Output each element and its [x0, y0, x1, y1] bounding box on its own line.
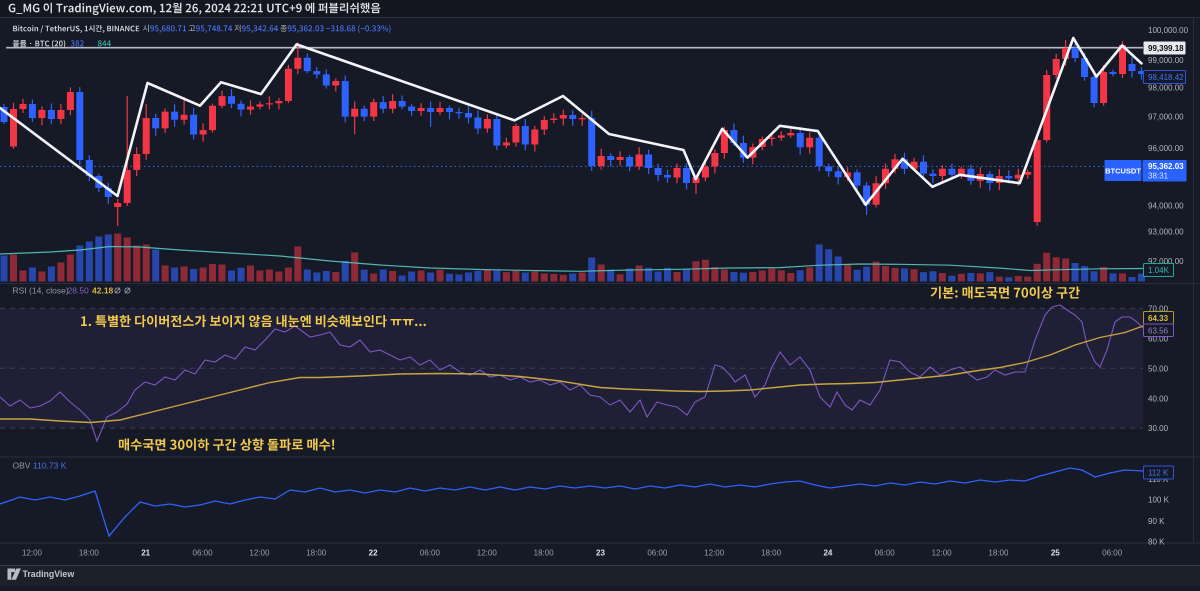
svg-text:18:00: 18:00 [534, 549, 555, 558]
svg-text:93,000.00: 93,000.00 [1148, 228, 1184, 237]
svg-text:12:00: 12:00 [249, 549, 270, 558]
svg-text:24: 24 [823, 549, 832, 558]
svg-text:96,000.00: 96,000.00 [1148, 144, 1184, 153]
svg-text:25: 25 [1051, 549, 1060, 558]
svg-text:42.18: 42.18 [92, 286, 114, 296]
svg-text:95,362.03: 95,362.03 [1148, 162, 1184, 171]
svg-text:100,000.00: 100,000.00 [1148, 26, 1189, 35]
svg-text:60.00: 60.00 [1148, 334, 1169, 343]
svg-text:OBV: OBV [13, 461, 31, 471]
svg-text:90 K: 90 K [1148, 517, 1165, 526]
svg-text:98,418.42: 98,418.42 [1148, 73, 1184, 82]
svg-text:99,399.18: 99,399.18 [1148, 44, 1184, 53]
svg-text:06:00: 06:00 [875, 549, 896, 558]
svg-text:06:00: 06:00 [420, 549, 441, 558]
svg-text:97,000.00: 97,000.00 [1148, 113, 1184, 122]
svg-text:1.04K: 1.04K [1148, 266, 1170, 275]
svg-text:28.50: 28.50 [68, 286, 90, 296]
svg-text:BTCUSDT: BTCUSDT [1105, 167, 1141, 176]
svg-text:80 K: 80 K [1148, 537, 1165, 546]
svg-text:TradingView: TradingView [23, 569, 75, 579]
svg-text:112 K: 112 K [1148, 469, 1169, 478]
svg-text:98,000.00: 98,000.00 [1148, 84, 1184, 93]
svg-text:06:00: 06:00 [647, 549, 668, 558]
svg-text:18:00: 18:00 [761, 549, 782, 558]
svg-text:70.00: 70.00 [1148, 304, 1169, 313]
svg-text:21: 21 [141, 549, 150, 558]
svg-text:18:00: 18:00 [79, 549, 100, 558]
svg-text:RSI (14, close): RSI (14, close) [13, 286, 69, 296]
svg-text:12:00: 12:00 [477, 549, 498, 558]
svg-text:63.56: 63.56 [1148, 327, 1169, 336]
svg-text:18:00: 18:00 [306, 549, 327, 558]
svg-text:12:00: 12:00 [22, 549, 43, 558]
svg-text:50.00: 50.00 [1148, 364, 1169, 373]
svg-text:23: 23 [596, 549, 605, 558]
svg-text:06:00: 06:00 [193, 549, 214, 558]
svg-text:99,000.00: 99,000.00 [1148, 56, 1184, 65]
svg-text:18:00: 18:00 [988, 549, 1009, 558]
svg-text:64.33: 64.33 [1148, 314, 1169, 323]
svg-text:40.00: 40.00 [1148, 394, 1169, 403]
svg-text:30.00: 30.00 [1148, 424, 1169, 433]
svg-text:38:31: 38:31 [1148, 172, 1169, 181]
svg-text:12:00: 12:00 [704, 549, 725, 558]
svg-text:92,000.00: 92,000.00 [1148, 257, 1184, 266]
svg-text:110.73 K: 110.73 K [33, 461, 67, 471]
svg-text:22: 22 [369, 549, 378, 558]
svg-text:94,000.00: 94,000.00 [1148, 201, 1184, 210]
svg-text:100 K: 100 K [1148, 495, 1170, 504]
svg-text:06:00: 06:00 [1102, 549, 1123, 558]
svg-text:12:00: 12:00 [932, 549, 953, 558]
